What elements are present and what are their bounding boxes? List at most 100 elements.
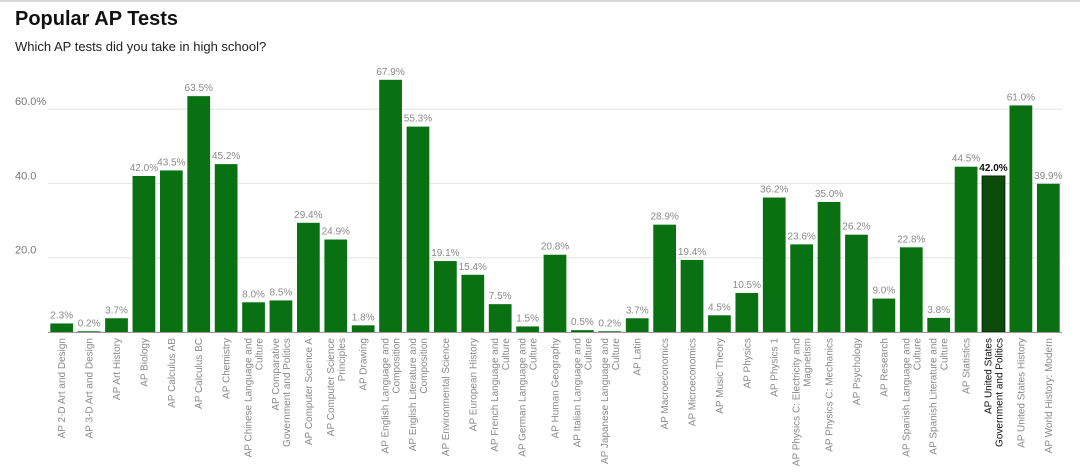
- bar[interactable]: [1036, 183, 1060, 332]
- bar-value-label: 44.5%: [952, 154, 980, 165]
- bar[interactable]: [790, 244, 814, 332]
- bar[interactable]: [324, 239, 348, 332]
- bar[interactable]: [653, 224, 676, 332]
- value-labels: 2.3%0.2%3.7%42.0%43.5%63.5%45.2%8.0% 8.5%…: [50, 67, 1062, 329]
- x-tick-label: AP Computer Science Principles: [326, 338, 348, 437]
- chart-subtitle: Which AP tests did you take in high scho…: [15, 39, 267, 54]
- y-tick-label: 40.0: [15, 170, 36, 182]
- y-tick-label: 20.0: [15, 245, 36, 257]
- bar[interactable]: [571, 330, 594, 332]
- x-tick-label-line: AP Computer Science: [326, 338, 337, 437]
- bar[interactable]: [845, 234, 868, 332]
- x-tick-label-line: AP Spanish Language and: [901, 338, 912, 457]
- x-tick-label-line: AP United States: [983, 338, 994, 414]
- bar[interactable]: [954, 166, 978, 332]
- bar-value-label: 43.5%: [157, 157, 185, 168]
- x-tick-label-line: AP Microeconomics: [688, 338, 699, 426]
- bar[interactable]: [735, 293, 759, 332]
- bar[interactable]: [77, 331, 101, 332]
- x-tick-label: AP Macroeconomics: [660, 338, 671, 430]
- x-tick-label-line: AP German Language and: [518, 338, 529, 457]
- bar-value-label: 26.2%: [842, 222, 870, 233]
- bar-value-label: 63.5%: [185, 83, 213, 94]
- x-tick-label-line: AP Calculus BC: [194, 338, 205, 409]
- bar[interactable]: [981, 175, 1006, 333]
- x-tick-label-line: AP Comparative: [271, 338, 282, 411]
- bar[interactable]: [242, 302, 265, 332]
- x-tick-label: AP United States Government and Politics: [983, 338, 1005, 447]
- x-tick-label: AP French Language and Culture: [490, 338, 512, 452]
- bar[interactable]: [680, 259, 704, 332]
- bar[interactable]: [899, 247, 923, 332]
- bar-value-label: 7.5%: [489, 291, 512, 302]
- x-tick-label: AP European History: [468, 338, 479, 431]
- bars: [50, 79, 1060, 333]
- bar[interactable]: [488, 304, 512, 332]
- bar[interactable]: [379, 79, 402, 332]
- bar[interactable]: [434, 261, 457, 332]
- bar[interactable]: [708, 315, 731, 332]
- bar-value-label: 19.1%: [431, 248, 459, 259]
- bar[interactable]: [132, 176, 156, 332]
- x-tick-label: AP World History: Modern: [1044, 338, 1055, 453]
- bar-value-label: 42.0%: [130, 163, 158, 174]
- x-tick-label-line: AP Biology: [139, 338, 150, 387]
- bar[interactable]: [598, 331, 622, 332]
- x-tick-label-line: AP United States History: [1016, 338, 1027, 448]
- x-tick-label-line: Culture: [611, 338, 622, 371]
- x-tick-label: AP Psychology: [852, 338, 863, 405]
- x-tick-label-line: AP Latin: [633, 338, 644, 376]
- bar-value-label: 4.5%: [708, 302, 731, 313]
- x-tick-label: AP Biology: [139, 338, 150, 387]
- bar-value-label: 0.2%: [598, 318, 621, 329]
- x-tick-label-line: AP World History: Modern: [1044, 338, 1055, 453]
- x-tick-label: AP Calculus AB: [167, 338, 178, 408]
- x-tick-label-line: AP Physics C: Mechanics: [825, 338, 836, 452]
- top-divider: [0, 0, 1080, 2]
- bar-value-label: 28.9%: [650, 212, 678, 223]
- bar[interactable]: [269, 300, 293, 332]
- x-tick-label-line: Government and Politics: [994, 338, 1005, 447]
- bar[interactable]: [214, 164, 238, 332]
- bar[interactable]: [159, 170, 183, 332]
- x-tick-label-line: AP 3-D Art and Design: [85, 338, 96, 438]
- bar[interactable]: [625, 318, 649, 332]
- x-tick-label-line: AP Physics: [742, 338, 753, 388]
- x-tick-label: AP German Language and Culture: [518, 338, 540, 457]
- bar[interactable]: [351, 325, 375, 332]
- bar-value-label: 35.0%: [815, 189, 843, 200]
- bar-value-label: 61.0%: [1007, 92, 1035, 103]
- x-tick-label-line: AP Drawing: [359, 338, 370, 391]
- bar-value-label: 29.4%: [294, 210, 322, 221]
- bar[interactable]: [817, 202, 841, 332]
- bar-value-label: 24.9%: [322, 227, 350, 238]
- x-tick-label-line: AP English Literature and: [408, 338, 419, 451]
- bar[interactable]: [1009, 105, 1033, 332]
- bar[interactable]: [187, 96, 211, 333]
- x-tick-label-line: AP Environmental Science: [441, 338, 452, 457]
- x-tick-label: AP Music Theory: [715, 338, 726, 414]
- x-tick-label: AP United States History: [1016, 338, 1027, 448]
- bar[interactable]: [406, 126, 430, 332]
- bar-value-label: 3.7%: [626, 305, 649, 316]
- bar[interactable]: [872, 298, 896, 332]
- bar[interactable]: [296, 222, 320, 332]
- x-tick-label-line: AP Chemistry: [222, 338, 233, 399]
- bar[interactable]: [762, 197, 786, 332]
- bar[interactable]: [516, 326, 539, 332]
- x-axis-labels: AP 2-D Art and Design AP 3-D Art and Desi…: [57, 338, 1055, 467]
- bar-value-label: 2.3%: [50, 310, 73, 321]
- bar-value-label: 22.8%: [897, 234, 925, 245]
- bar[interactable]: [927, 317, 951, 332]
- bar-value-label: 39.9%: [1034, 171, 1062, 182]
- x-tick-label: AP Research: [879, 338, 890, 397]
- bar[interactable]: [461, 274, 485, 332]
- x-tick-label: AP Physics C: Mechanics: [825, 338, 836, 452]
- y-tick-label: 60.0%: [15, 96, 46, 108]
- bar[interactable]: [543, 254, 567, 332]
- bar[interactable]: [105, 318, 128, 332]
- bar[interactable]: [50, 323, 74, 332]
- x-tick-label: AP Chinese Language and Culture: [244, 338, 266, 458]
- bar-value-label: 0.2%: [78, 318, 101, 329]
